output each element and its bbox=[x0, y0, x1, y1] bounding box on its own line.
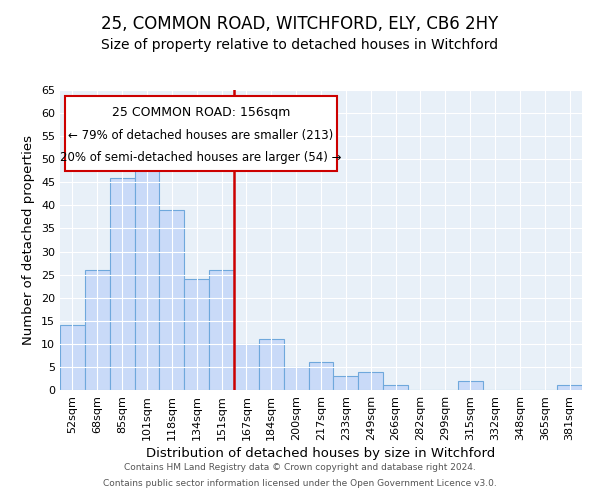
Y-axis label: Number of detached properties: Number of detached properties bbox=[22, 135, 35, 345]
Bar bbox=[134, 150, 160, 390]
Bar bbox=[557, 386, 582, 390]
Bar bbox=[334, 376, 358, 390]
Text: ← 79% of detached houses are smaller (213): ← 79% of detached houses are smaller (21… bbox=[68, 128, 334, 141]
Bar bbox=[184, 279, 209, 390]
Bar bbox=[60, 326, 85, 390]
Text: 20% of semi-detached houses are larger (54) →: 20% of semi-detached houses are larger (… bbox=[60, 151, 341, 164]
Bar bbox=[308, 362, 334, 390]
Bar bbox=[284, 367, 308, 390]
Bar bbox=[383, 386, 408, 390]
Bar bbox=[85, 270, 110, 390]
Bar bbox=[259, 339, 284, 390]
Bar bbox=[234, 344, 259, 390]
Bar bbox=[458, 381, 482, 390]
Bar bbox=[209, 270, 234, 390]
Bar bbox=[358, 372, 383, 390]
Bar bbox=[160, 210, 184, 390]
Text: Contains HM Land Registry data © Crown copyright and database right 2024.: Contains HM Land Registry data © Crown c… bbox=[124, 464, 476, 472]
Text: 25 COMMON ROAD: 156sqm: 25 COMMON ROAD: 156sqm bbox=[112, 106, 290, 119]
Text: Size of property relative to detached houses in Witchford: Size of property relative to detached ho… bbox=[101, 38, 499, 52]
Text: Contains public sector information licensed under the Open Government Licence v3: Contains public sector information licen… bbox=[103, 478, 497, 488]
Bar bbox=[110, 178, 134, 390]
FancyBboxPatch shape bbox=[65, 96, 337, 171]
X-axis label: Distribution of detached houses by size in Witchford: Distribution of detached houses by size … bbox=[146, 447, 496, 460]
Text: 25, COMMON ROAD, WITCHFORD, ELY, CB6 2HY: 25, COMMON ROAD, WITCHFORD, ELY, CB6 2HY bbox=[101, 15, 499, 33]
